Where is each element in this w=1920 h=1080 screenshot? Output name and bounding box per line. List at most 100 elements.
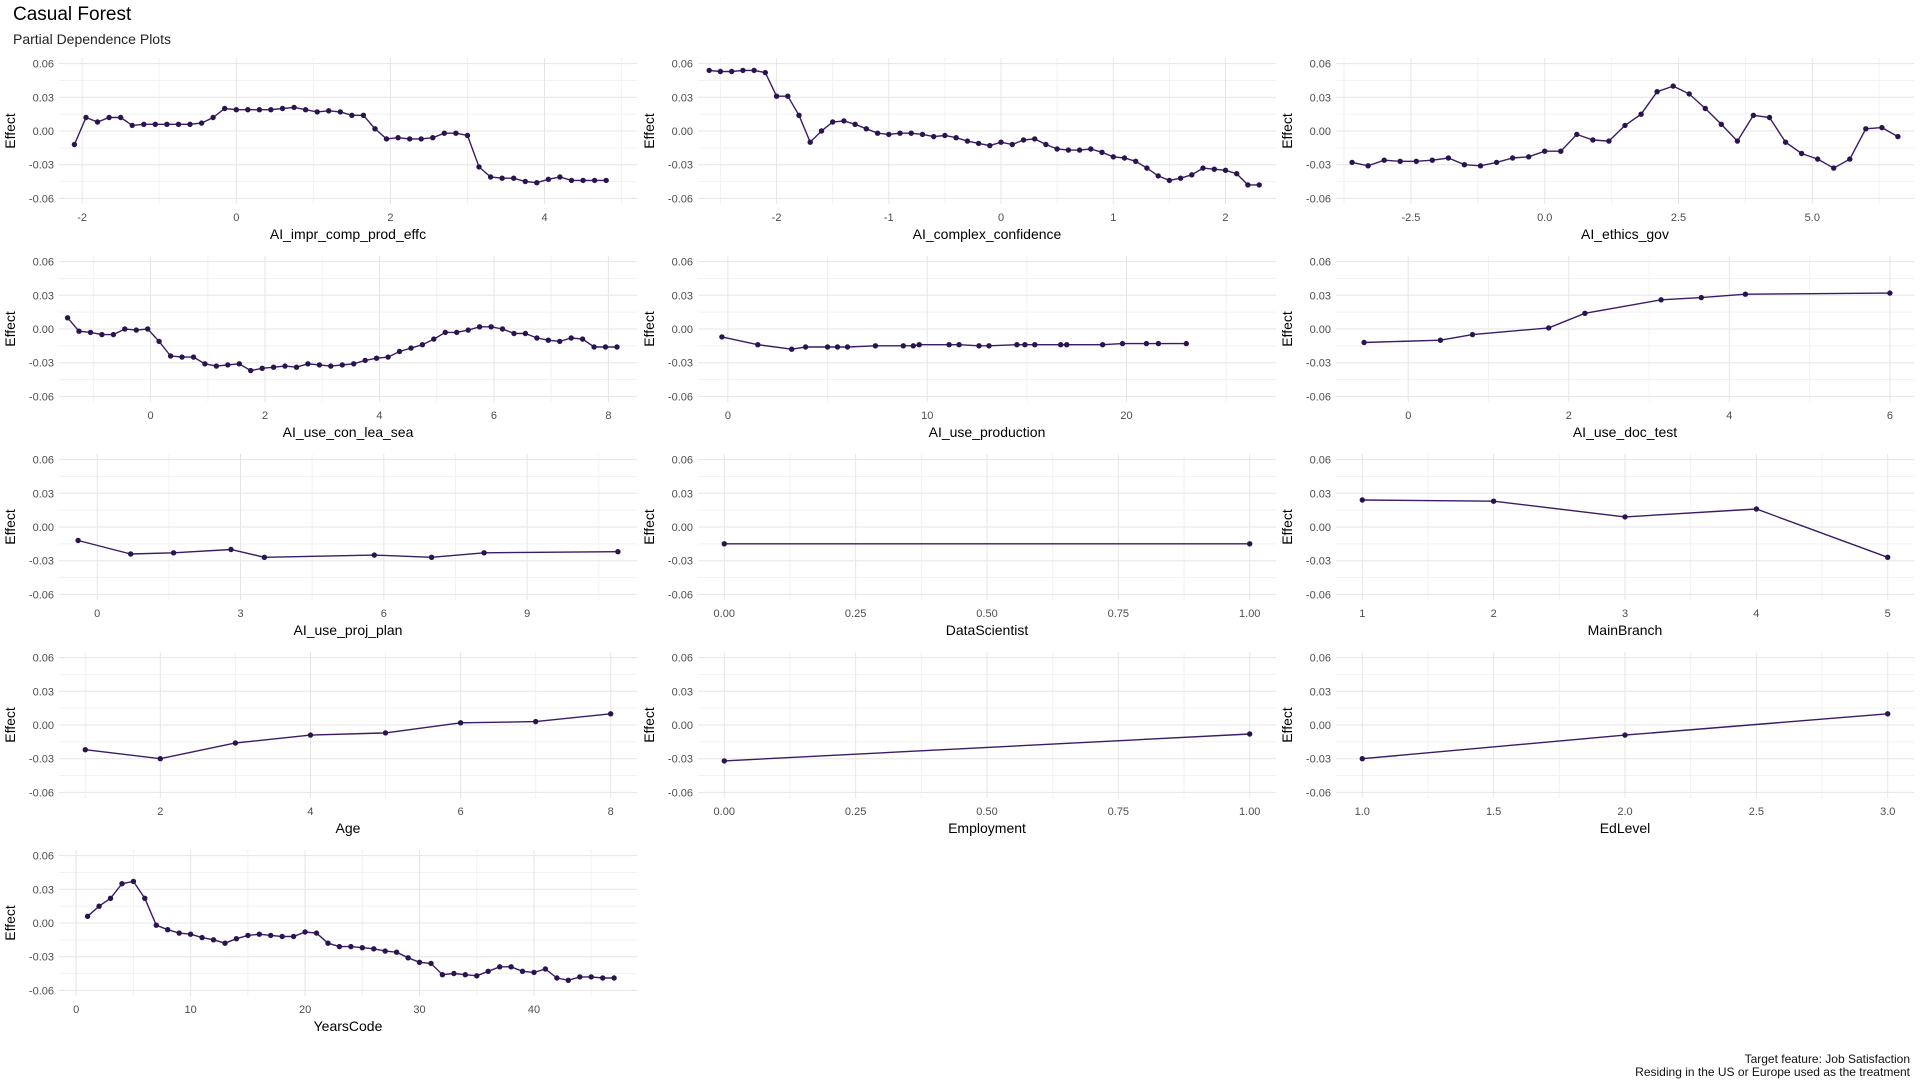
y-tick-label: 0.06 <box>1310 59 1331 71</box>
x-axis-label: AI_ethics_gov <box>1581 226 1669 242</box>
data-point <box>1477 163 1484 169</box>
x-tick-label: 3.0 <box>1880 806 1895 818</box>
data-point <box>1546 325 1552 331</box>
x-tick-label: 4 <box>541 212 547 224</box>
x-tick-label: 2 <box>1222 212 1228 224</box>
data-point <box>157 756 163 762</box>
data-point <box>946 342 952 348</box>
data-point <box>976 343 982 349</box>
data-point <box>608 711 614 717</box>
data-point <box>259 365 265 371</box>
data-point <box>210 937 217 943</box>
x-tick-label: 2 <box>1566 410 1572 422</box>
data-point <box>187 931 194 937</box>
data-point <box>305 361 311 367</box>
panel-mainbranch: 0.06 0.03 0.00 -0.03 -0.06 1 2 3 4 5 MainBranch Eff… <box>1279 454 1914 638</box>
data-point <box>1686 91 1692 97</box>
data-point <box>1863 126 1869 132</box>
y-tick-label: 0.06 <box>33 59 54 71</box>
data-point <box>511 175 517 181</box>
data-point <box>773 93 780 99</box>
data-point <box>316 362 323 368</box>
data-point <box>565 977 571 983</box>
data-point <box>408 345 414 351</box>
y-tick-label: 0.00 <box>1310 720 1331 732</box>
data-point <box>248 367 254 374</box>
data-point <box>99 331 105 338</box>
y-tick-label: 0.00 <box>1310 126 1331 138</box>
effect-line <box>85 713 611 760</box>
data-point <box>1670 83 1676 89</box>
data-point <box>1183 340 1190 347</box>
y-tick-label: 0.03 <box>33 884 54 896</box>
data-point <box>165 927 171 933</box>
data-point <box>872 343 879 349</box>
x-axis-label: AI_complex_confidence <box>913 226 1062 242</box>
data-point <box>94 119 101 125</box>
y-tick-label: -0.06 <box>668 589 693 601</box>
data-point <box>1622 732 1628 738</box>
data-point <box>1032 342 1038 348</box>
data-point <box>170 550 177 556</box>
data-point <box>351 361 357 367</box>
x-tick-label: 20 <box>1120 410 1132 422</box>
data-point <box>419 342 426 348</box>
x-axis-label: Age <box>336 820 361 836</box>
data-point <box>824 344 831 350</box>
data-point <box>1750 112 1757 119</box>
data-point <box>942 132 948 139</box>
data-point <box>1490 498 1497 504</box>
data-point <box>1121 155 1128 161</box>
data-point <box>1155 173 1161 179</box>
data-point <box>591 177 598 184</box>
data-point <box>719 334 725 340</box>
data-point <box>818 128 825 134</box>
data-point <box>245 932 251 939</box>
data-point <box>1847 156 1853 162</box>
data-point <box>1815 156 1821 162</box>
x-tick-label: 0 <box>725 410 731 422</box>
y-tick-label: 0.06 <box>672 257 693 269</box>
data-point <box>395 135 401 141</box>
data-point <box>1718 121 1725 128</box>
x-axis-label: AI_use_production <box>929 424 1046 440</box>
data-point <box>481 550 487 556</box>
data-point <box>442 329 448 336</box>
x-tick-label: 4 <box>376 410 382 422</box>
panel-datascientist: 0.06 0.03 0.00 -0.03 -0.06 0.00 0.25 0.50 0.75 1.… <box>641 454 1276 638</box>
y-tick-label: -0.06 <box>668 193 693 205</box>
data-point <box>852 121 858 128</box>
x-tick-label: 0.75 <box>1108 608 1129 620</box>
caption-line-1: Target feature: Job Satisfaction <box>1744 1052 1910 1066</box>
data-point <box>110 331 117 338</box>
x-tick-label: 20 <box>299 1004 311 1016</box>
data-point <box>133 327 139 333</box>
data-point <box>841 118 847 124</box>
data-point <box>1177 175 1184 181</box>
data-point <box>577 974 583 980</box>
y-tick-label: -0.03 <box>29 556 54 568</box>
data-point <box>474 973 480 979</box>
data-point <box>167 353 174 359</box>
y-tick-label: -0.03 <box>1306 556 1331 568</box>
x-tick-label: 0 <box>148 410 154 422</box>
data-point <box>956 342 962 348</box>
data-point <box>279 105 286 112</box>
data-point <box>71 141 78 148</box>
x-tick-label: 0.25 <box>845 806 866 818</box>
data-point <box>1622 514 1628 520</box>
data-point <box>476 324 483 330</box>
y-tick-label: 0.03 <box>33 290 54 302</box>
y-tick-label: 0.00 <box>1310 522 1331 534</box>
data-point <box>75 537 81 544</box>
y-axis-label: Effect <box>1279 113 1295 149</box>
data-point <box>198 120 205 126</box>
data-point <box>1885 554 1891 560</box>
y-tick-label: 0.00 <box>672 324 693 336</box>
data-point <box>372 126 378 132</box>
data-point <box>164 121 170 128</box>
data-point <box>107 895 114 901</box>
x-tick-label: 40 <box>528 1004 540 1016</box>
y-axis-label: Effect <box>1279 311 1295 347</box>
panel-ai-complex-confidence: 0.06 0.03 0.00 -0.03 -0.06 -2 -1 0 1 2 AI_complex_… <box>641 58 1276 242</box>
